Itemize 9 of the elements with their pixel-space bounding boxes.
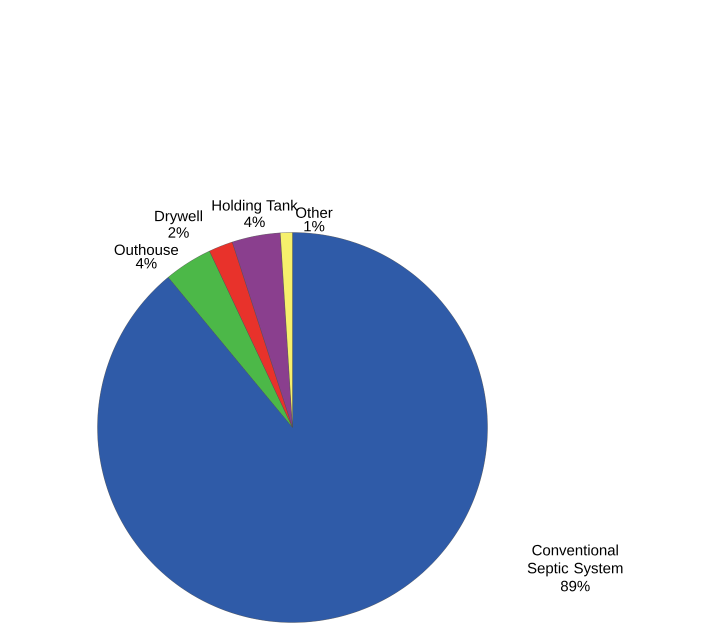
slice-label: Drywell <box>155 210 202 224</box>
data-label: 4% <box>244 216 265 228</box>
data-label: 1% <box>304 220 324 232</box>
slice-label: Outhouse <box>114 244 178 256</box>
slice-label: Other <box>296 206 332 218</box>
slice-label: Conventional Septic System <box>528 544 622 576</box>
data-label: 4% <box>136 258 157 268</box>
data-label: 2% <box>168 227 189 238</box>
data-label: 89% <box>560 580 590 592</box>
